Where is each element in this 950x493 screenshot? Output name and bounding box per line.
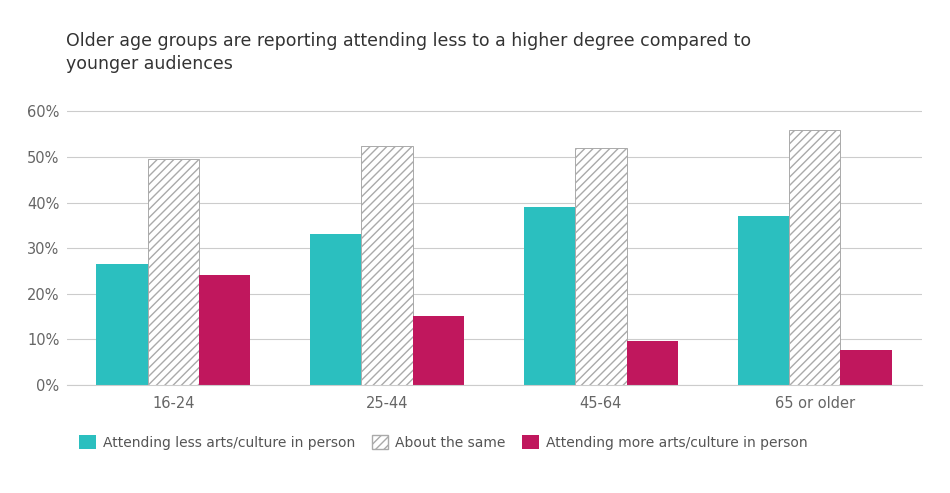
Bar (788, 130, 841, 385)
Bar (840, 351, 891, 385)
Bar (524, 207, 575, 385)
Bar (413, 317, 465, 385)
Bar (97, 264, 148, 385)
Bar (148, 159, 199, 385)
Bar (361, 145, 413, 385)
Legend: Attending less arts/culture in person, About the same, Attending more arts/cultu: Attending less arts/culture in person, A… (73, 430, 813, 456)
Bar (575, 148, 627, 385)
Bar (310, 234, 361, 385)
Bar (200, 275, 250, 385)
Bar (737, 216, 788, 385)
Text: Older age groups are reporting attending less to a higher degree compared to
you: Older age groups are reporting attending… (66, 32, 751, 73)
Bar (627, 341, 678, 385)
